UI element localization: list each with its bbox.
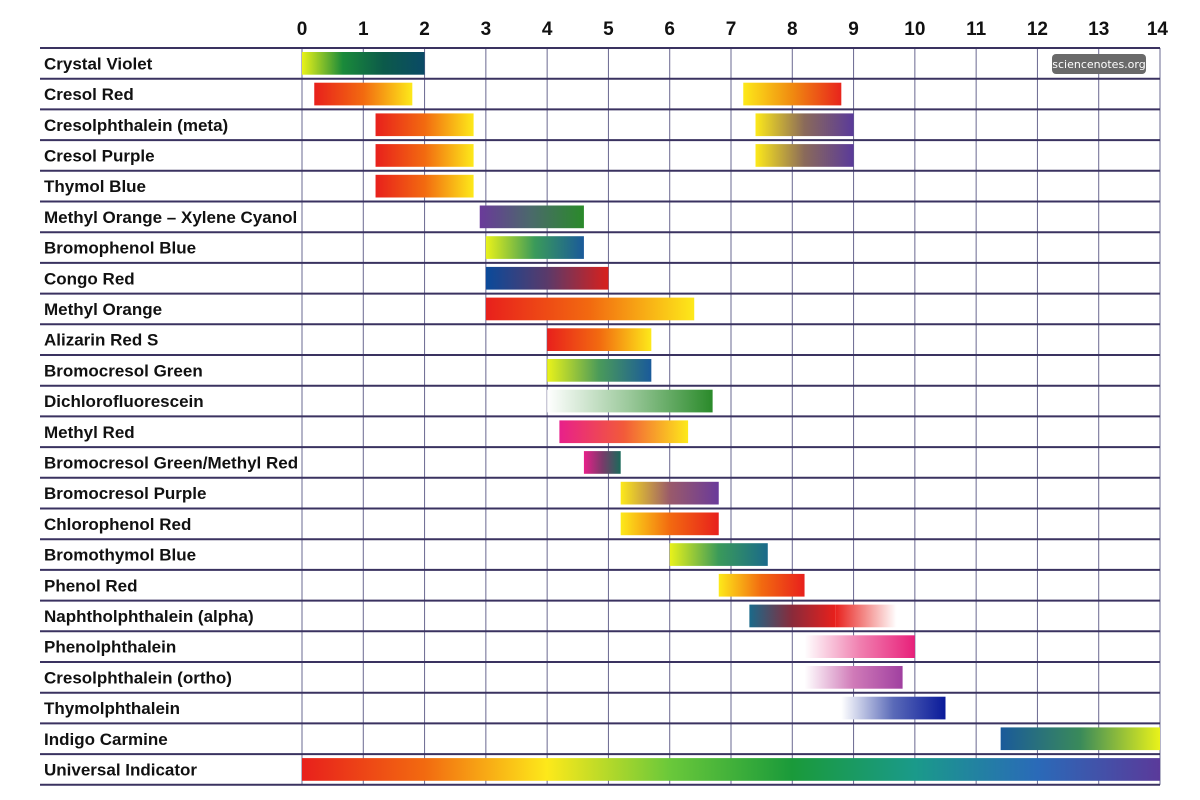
- indicator-label: Crystal Violet: [44, 54, 153, 73]
- indicator-label: Congo Red: [44, 269, 135, 288]
- x-tick-label: 9: [848, 19, 859, 40]
- indicator-label: Methyl Red: [44, 423, 135, 442]
- indicator-label: Bromophenol Blue: [44, 239, 196, 258]
- x-tick-label: 8: [787, 19, 798, 40]
- x-tick-label: 10: [904, 19, 925, 40]
- x-tick-label: 13: [1088, 19, 1109, 40]
- x-tick-label: 4: [542, 19, 553, 40]
- x-tick-label: 6: [664, 19, 675, 40]
- indicator-range-bar: [485, 266, 609, 290]
- bars: [302, 52, 1160, 781]
- indicator-label: Thymol Blue: [44, 177, 146, 196]
- indicator-label: Cresol Red: [44, 85, 134, 104]
- indicator-label: Bromocresol Purple: [44, 484, 207, 503]
- indicator-range-bar: [755, 144, 854, 167]
- indicator-range-bar: [314, 82, 413, 106]
- x-tick-label: 2: [419, 19, 430, 40]
- indicator-range-bar: [485, 297, 695, 321]
- indicator-label: Cresolphthalein (meta): [44, 116, 228, 135]
- row-labels: Crystal Violet Cresol Red Cresolphthalein …: [44, 54, 298, 779]
- watermark-text: sciencenotes.org: [1052, 58, 1145, 71]
- indicator-label: Indigo Carmine: [44, 730, 168, 749]
- indicator-range-bar: [620, 481, 719, 505]
- indicator-range-bar: [479, 205, 584, 229]
- indicator-range-bar: [841, 696, 946, 720]
- x-tick-label: 12: [1027, 19, 1048, 40]
- indicator-range-bar: [547, 328, 652, 351]
- x-tick-label: 7: [726, 19, 737, 40]
- x-axis-ticks: 0 1 2 3 4 5 6 7 8 9 10 11 12 13 14: [297, 19, 1169, 40]
- indicator-range-bar: [547, 389, 713, 413]
- indicator-range-bar: [804, 635, 915, 658]
- x-tick-label: 11: [966, 19, 987, 40]
- grid: [40, 47, 1161, 786]
- x-tick-label: 14: [1147, 19, 1169, 40]
- indicator-range-bar: [302, 52, 425, 75]
- indicator-label: Bromothymol Blue: [44, 546, 196, 565]
- indicator-range-bar: [669, 543, 768, 566]
- indicator-range-bar: [559, 420, 689, 444]
- indicator-range-bar: [302, 758, 1160, 781]
- indicator-range-bar: [375, 113, 474, 137]
- indicator-label: Universal Indicator: [44, 760, 197, 779]
- x-tick-label: 3: [481, 19, 492, 40]
- indicator-label: Phenolphthalein: [44, 638, 176, 657]
- indicator-range-bar: [375, 144, 474, 167]
- indicator-label: Naphtholphthalein (alpha): [44, 607, 254, 626]
- indicator-label: Thymolphthalein: [44, 699, 180, 718]
- indicator-range-bar: [620, 512, 719, 536]
- indicator-label: Phenol Red: [44, 576, 138, 595]
- indicator-range-bar: [485, 236, 584, 259]
- indicator-range-bar: [583, 451, 621, 474]
- indicator-range-bar: [755, 113, 854, 137]
- indicator-range-bar: [743, 82, 842, 106]
- indicator-label: Cresolphthalein (ortho): [44, 668, 232, 687]
- watermark-badge: sciencenotes.org: [1052, 54, 1146, 74]
- x-tick-label: 1: [358, 19, 369, 40]
- indicator-label: Cresol Purple: [44, 146, 155, 165]
- indicator-label: Bromocresol Green/Methyl Red: [44, 453, 298, 472]
- indicator-label: Methyl Orange – Xylene Cyanol: [44, 208, 297, 227]
- indicator-range-bar: [718, 573, 805, 597]
- indicator-label: Chlorophenol Red: [44, 515, 191, 534]
- x-tick-label: 5: [603, 19, 614, 40]
- indicator-label: Bromocresol Green: [44, 361, 203, 380]
- indicator-range-bar: [1000, 727, 1160, 751]
- x-tick-label: 0: [297, 19, 308, 40]
- indicator-label: Methyl Orange: [44, 300, 162, 319]
- indicator-range-bar: [804, 666, 903, 689]
- indicator-range-bar: [835, 604, 897, 628]
- indicator-label: Alizarin Red S: [44, 331, 158, 350]
- indicator-range-bar: [547, 359, 652, 382]
- indicator-label: Dichlorofluorescein: [44, 392, 204, 411]
- indicator-range-bar: [749, 604, 836, 628]
- indicator-range-bar: [375, 174, 474, 198]
